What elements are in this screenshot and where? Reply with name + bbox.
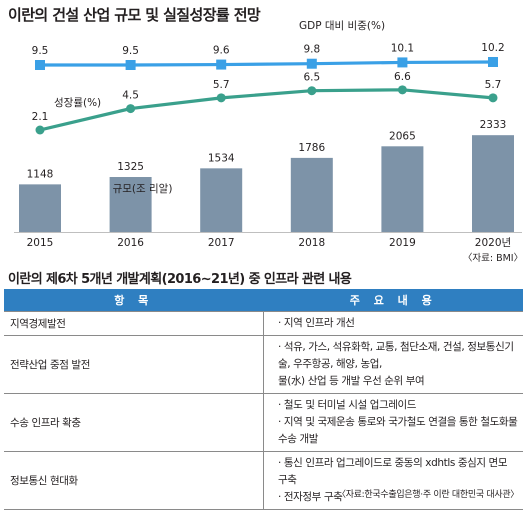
gdp-share-point <box>397 57 408 68</box>
row-details: · 지역 인프라 개선 <box>263 311 523 336</box>
growth-value-label: 5.7 <box>213 79 230 91</box>
gdp-value-label: 9.6 <box>213 45 230 57</box>
header-category: 항 목 <box>4 289 264 312</box>
table-source: 〈자료:한국수출입은행·주 이란 대한민국 대사관〉 <box>337 490 519 500</box>
detail-line: · 통신 인프라 업그레이드로 중동의 xdhtls 중심지 면모 구축 <box>278 457 508 486</box>
x-tick-label: 2017 <box>208 237 235 249</box>
bar <box>19 184 61 232</box>
growth-point <box>397 85 407 95</box>
bar <box>109 177 152 232</box>
bar <box>381 146 424 232</box>
gdp-share-point <box>216 59 227 70</box>
growth-series-label: 성장률(%) <box>54 97 101 109</box>
detail-line: · 지역 인프라 개선 <box>278 317 355 329</box>
row-details: · 통신 인프라 업그레이드로 중동의 xdhtls 중심지 면모 구축 · 전… <box>263 451 523 510</box>
bar <box>290 157 333 232</box>
row-category: 전략산업 중점 발전 <box>4 335 264 394</box>
growth-value-label: 4.5 <box>122 90 139 102</box>
x-tick-label: 2020년 <box>475 237 511 249</box>
table-row: 지역경제발전 · 지역 인프라 개선 <box>4 311 523 336</box>
growth-value-label: 6.6 <box>394 71 411 83</box>
gdp-value-label: 9.5 <box>122 45 139 57</box>
growth-value-label: 2.1 <box>32 111 49 123</box>
table-row: 수송 인프라 확충 · 철도 및 터미널 시설 업그레이드 · 지역 및 국제운… <box>4 393 523 452</box>
gdp-share-point <box>488 56 498 67</box>
bar-value-label: 2065 <box>389 130 416 142</box>
x-tick-label: 2016 <box>117 237 144 249</box>
chart-source: 〈자료: BMI〉 <box>463 253 523 262</box>
x-tick-label: 2019 <box>389 237 416 249</box>
growth-point <box>35 125 45 135</box>
bar <box>472 135 514 232</box>
growth-point <box>307 86 317 96</box>
x-tick-label: 2015 <box>27 237 54 249</box>
row-category: 지역경제발전 <box>4 311 264 336</box>
gdp-value-label: 10.1 <box>391 42 414 54</box>
bar-value-label: 1534 <box>208 152 235 164</box>
row-details: · 석유, 가스, 석유화학, 교통, 첨단소재, 건설, 정보통신기술, 우주… <box>263 335 523 394</box>
bar-value-label: 1148 <box>27 168 54 180</box>
detail-line: · 지역 및 국제운송 통로와 국가철도 연결을 통한 철도화물 수송 개발 <box>278 416 518 445</box>
growth-value-label: 6.5 <box>303 72 320 84</box>
table-title: 이란의 제6차 5개년 개발계획(2016∼21년) 중 인프라 관련 내용 <box>8 272 352 287</box>
gdp-share-point <box>306 58 317 69</box>
bar-value-label: 1325 <box>117 161 144 173</box>
growth-point <box>488 93 498 103</box>
growth-point <box>126 104 136 114</box>
detail-line: · 석유, 가스, 석유화학, 교통, 첨단소재, 건설, 정보통신기술, 우주… <box>278 341 514 370</box>
header-contents: 주 요 내 용 <box>263 289 523 312</box>
combo-chart: 1148 1325 1534 1786 2065 2333 규모(조 리알) 2015 2016… <box>14 20 523 262</box>
gdp-value-label: 9.5 <box>32 45 49 57</box>
gdp-value-label: 10.2 <box>481 42 504 54</box>
detail-line: 물(水) 산업 등 개발 우선 순위 부여 <box>278 375 425 387</box>
detail-line: · 전자정부 구축 <box>278 491 343 503</box>
row-category: 정보통신 현대화 <box>4 451 264 510</box>
x-tick-label: 2018 <box>298 237 325 249</box>
table-row: 전략산업 중점 발전 · 석유, 가스, 석유화학, 교통, 첨단소재, 건설,… <box>4 335 523 394</box>
bar-value-label: 2333 <box>480 119 507 131</box>
detail-line: · 철도 및 터미널 시설 업그레이드 <box>278 399 417 411</box>
chart-title: 이란의 건설 산업 규모 및 실질성장률 전망 <box>8 6 261 24</box>
growth-line <box>39 88 494 132</box>
bar-series-label: 규모(조 리알) <box>113 183 173 195</box>
bar <box>200 168 243 232</box>
gdp-share-point <box>35 60 45 70</box>
row-details: · 철도 및 터미널 시설 업그레이드 · 지역 및 국제운송 통로와 국가철도… <box>263 393 523 452</box>
bar-value-label: 1786 <box>298 142 325 154</box>
gdp-value-label: 9.8 <box>303 44 320 56</box>
row-category: 수송 인프라 확충 <box>4 393 264 452</box>
growth-value-label: 5.7 <box>485 79 502 91</box>
gdp-share-line <box>40 60 494 67</box>
infra-plan-table: 항 목 주 요 내 용 지역경제발전 · 지역 인프라 개선 전략산업 중점 발… <box>4 289 523 510</box>
table-row: 정보통신 현대화 · 통신 인프라 업그레이드로 중동의 xdhtls 중심지 … <box>4 451 523 510</box>
gdp-share-point <box>125 60 136 70</box>
gdp-series-label: GDP 대비 비중(%) <box>299 20 385 32</box>
growth-point <box>216 93 226 103</box>
